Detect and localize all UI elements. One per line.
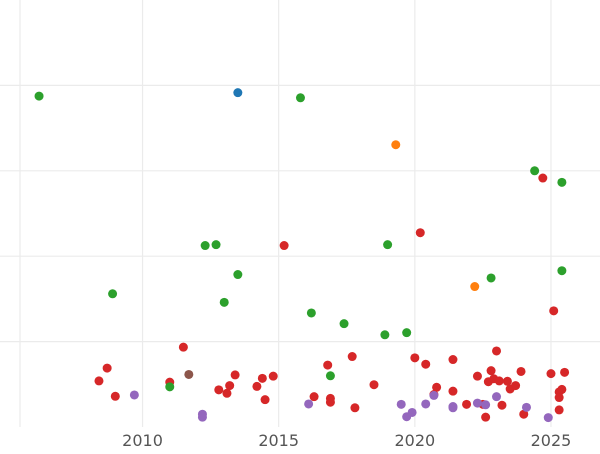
data-point-green bbox=[530, 166, 540, 176]
x-tick-label: 2010 bbox=[122, 431, 163, 450]
data-point-red bbox=[481, 412, 491, 422]
data-point-red bbox=[519, 409, 529, 419]
data-point-red bbox=[252, 381, 262, 391]
data-point-red bbox=[222, 388, 232, 398]
points-layer bbox=[34, 88, 570, 423]
data-point-red bbox=[225, 381, 235, 391]
data-point-purple bbox=[197, 412, 207, 422]
data-point-green bbox=[557, 266, 567, 276]
data-point-red bbox=[492, 346, 502, 356]
grid-layer bbox=[0, 0, 600, 427]
data-point-red bbox=[557, 384, 567, 394]
data-point-red bbox=[502, 376, 512, 386]
data-point-green bbox=[200, 241, 210, 251]
data-point-purple bbox=[407, 407, 417, 417]
x-tick-label: 2020 bbox=[394, 431, 435, 450]
data-point-red bbox=[486, 366, 496, 376]
data-point-green bbox=[211, 240, 221, 250]
data-point-purple bbox=[304, 399, 314, 409]
data-point-purple bbox=[129, 390, 139, 400]
data-point-green bbox=[165, 382, 175, 392]
data-point-green bbox=[233, 270, 243, 280]
data-point-green bbox=[219, 297, 229, 307]
data-point-red bbox=[347, 352, 357, 362]
data-point-purple bbox=[421, 399, 431, 409]
data-point-green bbox=[34, 91, 44, 101]
data-point-green bbox=[108, 289, 118, 299]
data-point-red bbox=[497, 400, 507, 410]
data-point-red bbox=[309, 392, 319, 402]
data-point-red bbox=[350, 403, 360, 413]
data-point-green bbox=[557, 177, 567, 187]
data-point-green bbox=[383, 240, 393, 250]
data-point-red bbox=[415, 228, 425, 238]
data-point-red bbox=[432, 382, 442, 392]
data-point-purple bbox=[492, 392, 502, 402]
data-point-orange bbox=[470, 282, 480, 292]
data-point-red bbox=[110, 391, 120, 401]
data-point-red bbox=[257, 373, 267, 383]
data-point-red bbox=[538, 173, 548, 183]
data-point-purple bbox=[448, 402, 458, 412]
data-point-red bbox=[448, 355, 458, 365]
data-point-purple bbox=[396, 399, 406, 409]
x-tick-labels: 2010 2015 2020 2025 bbox=[122, 431, 571, 450]
data-point-purple bbox=[429, 390, 439, 400]
data-point-green bbox=[402, 328, 412, 338]
data-point-red bbox=[560, 367, 570, 377]
data-point-red bbox=[325, 397, 335, 407]
data-point-purple bbox=[481, 400, 491, 410]
data-point-green bbox=[380, 330, 390, 340]
data-point-purple bbox=[543, 413, 553, 423]
data-point-red bbox=[102, 363, 112, 373]
data-point-red bbox=[178, 342, 188, 352]
data-point-red bbox=[410, 353, 420, 363]
x-tick-label: 2025 bbox=[531, 431, 572, 450]
data-point-red bbox=[448, 386, 458, 396]
data-point-red bbox=[472, 371, 482, 381]
data-point-red bbox=[516, 366, 526, 376]
data-point-green bbox=[295, 93, 305, 103]
data-point-red bbox=[260, 395, 270, 405]
data-point-red bbox=[268, 371, 278, 381]
data-point-red bbox=[323, 360, 333, 370]
data-point-red bbox=[94, 376, 104, 386]
data-point-red bbox=[214, 385, 224, 395]
data-point-red bbox=[511, 381, 521, 391]
data-point-red bbox=[554, 405, 564, 415]
data-point-red bbox=[554, 393, 564, 403]
data-point-blue bbox=[233, 88, 243, 98]
data-point-red bbox=[369, 380, 379, 390]
data-point-brown bbox=[184, 369, 194, 379]
data-point-red bbox=[230, 370, 240, 380]
data-point-red bbox=[546, 369, 556, 379]
data-point-green bbox=[325, 371, 335, 381]
data-point-green bbox=[339, 319, 349, 329]
data-point-red bbox=[462, 399, 472, 409]
data-point-green bbox=[306, 308, 316, 318]
data-point-red bbox=[279, 241, 289, 251]
data-point-orange bbox=[391, 140, 401, 150]
x-tick-label: 2015 bbox=[258, 431, 299, 450]
data-point-red bbox=[421, 359, 431, 369]
data-point-green bbox=[486, 273, 496, 283]
data-point-purple bbox=[521, 402, 531, 412]
data-point-red bbox=[549, 306, 559, 316]
data-point-red bbox=[494, 376, 504, 386]
data-point-purple bbox=[472, 398, 482, 408]
